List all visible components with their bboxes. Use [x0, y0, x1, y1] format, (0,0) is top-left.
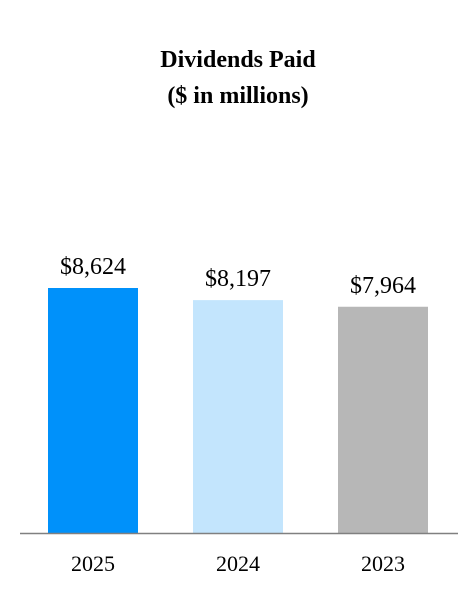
bar-2025 — [48, 288, 138, 533]
x-tick-label-2025: 2025 — [71, 551, 115, 576]
bar-2024 — [193, 300, 283, 533]
data-label-2024: $8,197 — [205, 266, 271, 292]
chart-title: Dividends Paid — [160, 47, 316, 73]
x-tick-label-group: 2025 2024 2023 — [71, 551, 405, 576]
bar-2023 — [338, 306, 428, 533]
chart-subtitle: ($ in millions) — [167, 83, 309, 109]
x-tick-label-2024: 2024 — [216, 551, 260, 576]
data-label-2023: $7,964 — [350, 273, 416, 299]
data-label-2025: $8,624 — [60, 254, 126, 280]
x-tick-label-2023: 2023 — [361, 551, 405, 576]
bar-group — [48, 288, 428, 533]
data-label-group: $8,624 $8,197 $7,964 — [60, 254, 416, 299]
